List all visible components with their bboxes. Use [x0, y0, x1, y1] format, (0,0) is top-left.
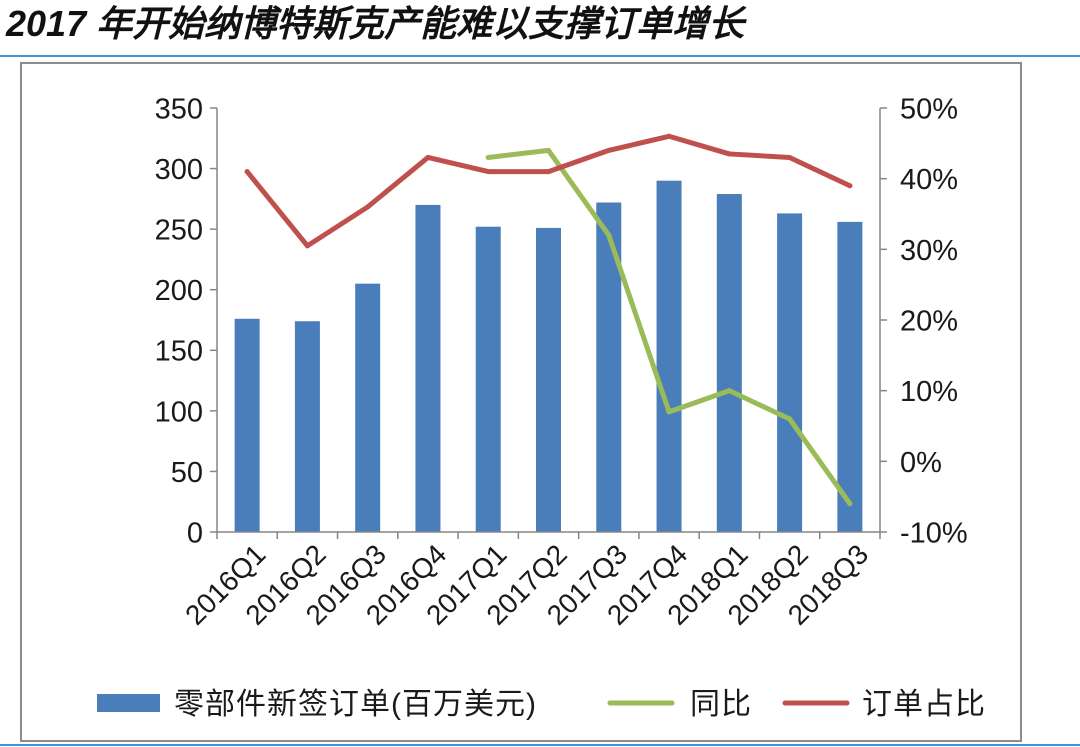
order-share-point-2018q3 [847, 183, 853, 189]
order-share-point-2017q1 [485, 169, 491, 175]
order-share-point-2017q2 [546, 169, 551, 175]
order-share-point-2018q2 [787, 154, 793, 160]
right-tick-label: 40% [900, 164, 958, 196]
bar-2016q4 [415, 204, 441, 532]
right-tick-label: 20% [900, 305, 958, 337]
yoy-growth-point-2018q2 [787, 416, 793, 422]
yoy-growth-point-2017q4 [666, 409, 672, 415]
lines-group [244, 133, 853, 507]
left-tick-label: 0 [187, 517, 203, 549]
bar-2017q4 [656, 180, 682, 532]
legend: 零部件新签订单(百万美元) 同比 订单占比 [97, 688, 986, 721]
left-tick-label: 250 [155, 215, 203, 247]
title-divider [0, 55, 1080, 57]
bar-2016q3 [355, 283, 381, 532]
bar-2017q1 [475, 226, 501, 532]
order-share-point-2018q1 [726, 151, 732, 157]
left-tick-label: 300 [155, 154, 203, 186]
right-tick-label: -10% [900, 517, 968, 549]
left-tick-label: 200 [155, 275, 203, 307]
order-share-point-2017q4 [666, 133, 672, 139]
bar-2017q3 [596, 202, 622, 532]
left-tick-label: 150 [155, 336, 203, 368]
right-tick-label: 10% [900, 376, 958, 408]
bar-2017q2 [536, 227, 561, 532]
legend-swatch-new-orders [97, 694, 160, 712]
bars-group [234, 180, 863, 533]
bar-2018q2 [777, 213, 803, 532]
yoy-growth-point-2017q3 [606, 232, 612, 238]
legend-label-yoy-growth: 同比 [690, 688, 752, 721]
right-tick-label: 50% [900, 93, 958, 125]
right-tick-label: 0% [900, 447, 942, 479]
bottom-divider [0, 744, 1080, 746]
left-tick-label: 50 [171, 457, 203, 489]
order-share-point-2016q4 [425, 154, 431, 160]
yoy-growth-point-2018q1 [726, 388, 732, 394]
bar-2018q3 [837, 221, 863, 533]
yoy-growth-point-2017q1 [485, 154, 491, 160]
order-share-point-2016q2 [304, 243, 310, 249]
bar-2016q2 [294, 321, 320, 532]
left-tick-label: 350 [155, 93, 203, 125]
order-share-point-2016q1 [244, 169, 250, 175]
yoy-growth-point-2017q2 [546, 147, 551, 153]
order-share-point-2017q3 [606, 147, 612, 153]
left-tick-label: 100 [155, 396, 203, 428]
legend-label-new-orders: 零部件新签订单(百万美元) [174, 688, 537, 721]
order-share-point-2016q3 [365, 204, 371, 210]
legend-label-order-share: 订单占比 [862, 688, 986, 721]
bar-2018q1 [716, 194, 742, 533]
yoy-growth-point-2018q3 [847, 501, 853, 507]
chart-title: 2017 年开始纳博特斯克产能难以支撑订单增长 [6, 3, 745, 44]
right-tick-label: 30% [900, 235, 958, 267]
bar-2016q1 [234, 318, 260, 532]
